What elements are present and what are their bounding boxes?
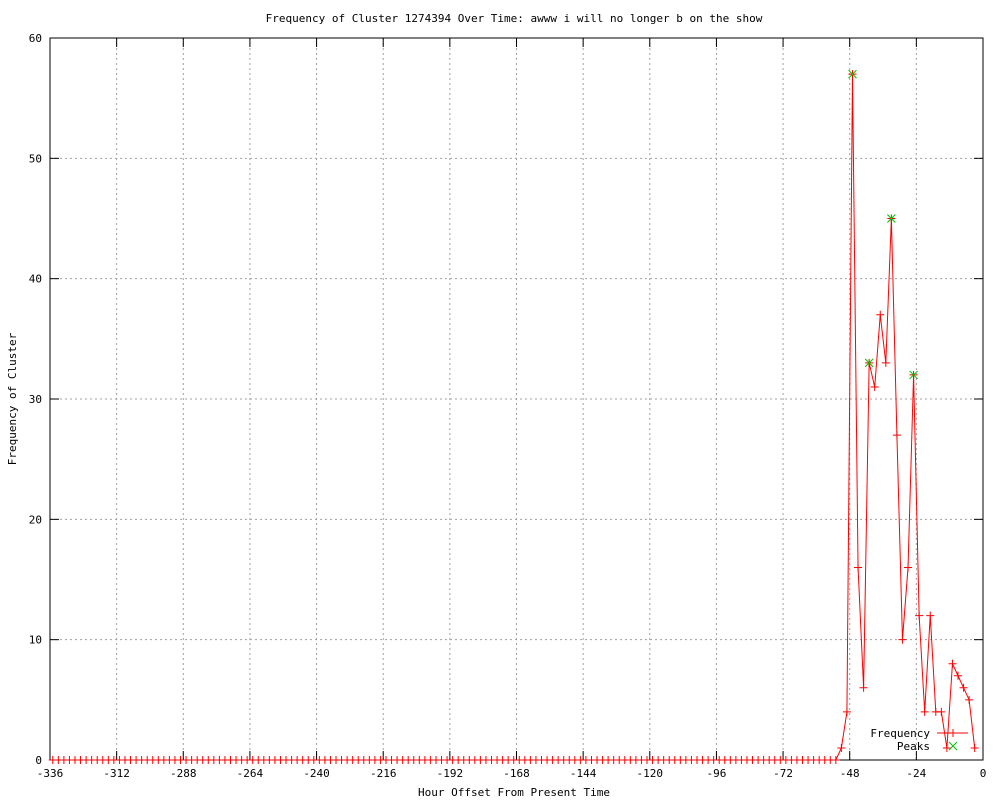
x-tick-label: -288 [170,767,197,780]
y-tick-label: 0 [35,754,42,767]
frequency-point [876,310,885,319]
legend-marker-peaks [948,741,958,751]
x-tick-label: -216 [370,767,397,780]
y-tick-label: 40 [29,273,42,286]
legend: Frequency Peaks [870,727,968,753]
frequency-point [970,743,979,752]
y-tick-label: 20 [29,513,42,526]
legend-label-peaks: Peaks [897,740,930,753]
peak-point [864,358,874,368]
x-tick-label: -240 [303,767,330,780]
legend-label-frequency: Frequency [870,727,930,740]
frequency-point [859,683,868,692]
legend-marker-frequency [949,729,957,737]
frequency-point [920,707,929,716]
frequency-point [954,671,963,680]
x-axis-label: Hour Offset From Present Time [418,786,610,799]
axis-ticks: -336 -312 -288 -264 -240 -216 -192 -168 -144 -120… [29,32,987,780]
frequency-point [915,611,924,620]
y-tick-label: 10 [29,634,42,647]
x-tick-label: -168 [503,767,530,780]
frequency-point [926,611,935,620]
frequency-point [965,695,974,704]
frequency-point [898,635,907,644]
chart-title: Frequency of Cluster 1274394 Over Time: … [266,12,763,25]
x-tick-label: -192 [437,767,464,780]
y-tick-label: 60 [29,32,42,45]
frequency-point [892,431,901,440]
x-tick-label: -144 [570,767,597,780]
peak-point [909,370,918,380]
x-tick-label: -312 [103,767,130,780]
x-tick-label: -24 [906,767,926,780]
frequency-line [52,74,976,761]
series-layer [48,69,979,764]
x-tick-label: -48 [840,767,860,780]
grid [50,38,983,760]
y-axis-label: Frequency of Cluster [6,332,19,465]
frequency-point [904,563,913,572]
frequency-point [948,659,957,668]
y-tick-label: 50 [29,152,42,165]
frequency-point [881,358,890,367]
x-tick-label: -336 [37,767,64,780]
frequency-point [854,563,863,572]
peak-point [848,69,857,79]
frequency-point [937,707,946,716]
peak-point [887,214,896,223]
x-tick-label: -72 [773,767,793,780]
frequency-point [842,707,851,716]
frequency-point [831,756,840,764]
x-tick-label: -120 [637,767,664,780]
y-tick-label: 30 [29,393,42,406]
frequency-point [942,743,951,752]
x-tick-label: 0 [980,767,987,780]
frequency-point [870,382,879,391]
frequency-point [837,743,846,752]
frequency-point [959,683,968,692]
x-tick-label: -264 [237,767,264,780]
x-tick-label: -96 [706,767,726,780]
